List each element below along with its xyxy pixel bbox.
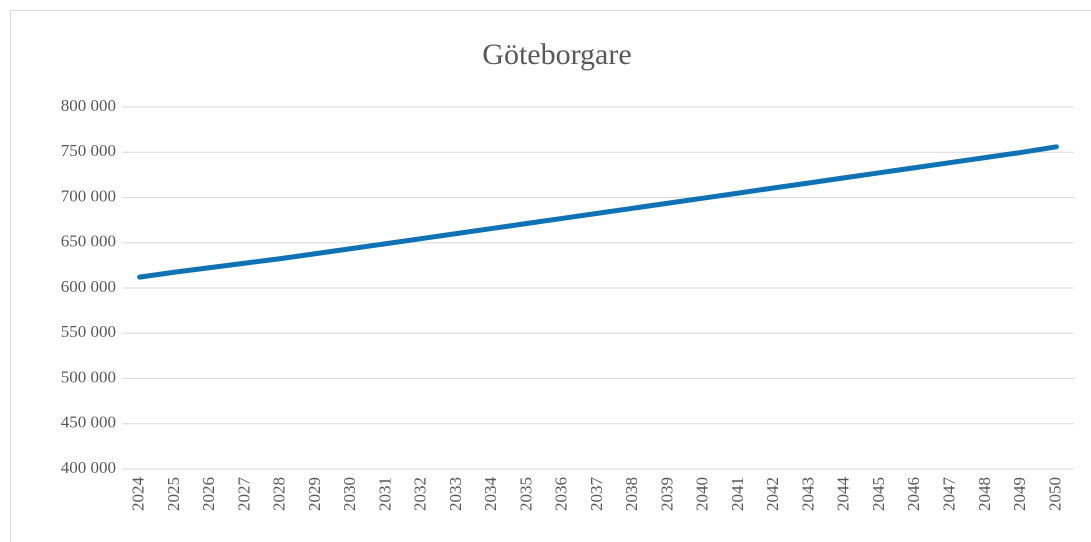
x-tick-label: 2046 xyxy=(904,477,923,511)
x-tick-label: 2039 xyxy=(657,477,676,511)
y-tick-label: 450 000 xyxy=(61,413,116,432)
x-tick-label: 2030 xyxy=(340,477,359,511)
x-tick-label: 2050 xyxy=(1045,477,1064,511)
x-tick-label: 2047 xyxy=(939,477,958,512)
x-tick-label: 2029 xyxy=(305,477,324,511)
x-tick-label: 2033 xyxy=(446,477,465,511)
x-tick-label: 2032 xyxy=(411,477,430,511)
y-tick-label: 500 000 xyxy=(61,367,116,386)
x-tick-label: 2024 xyxy=(129,477,148,512)
y-tick-label: 550 000 xyxy=(61,322,116,341)
x-tick-label: 2049 xyxy=(1010,477,1029,511)
x-tick-label: 2026 xyxy=(199,477,218,511)
x-tick-label: 2034 xyxy=(481,477,500,512)
x-tick-label: 2042 xyxy=(763,477,782,511)
y-tick-label: 750 000 xyxy=(61,141,116,160)
y-tick-label: 700 000 xyxy=(61,186,116,205)
chart-title: Göteborgare xyxy=(482,38,631,71)
x-tick-label: 2027 xyxy=(234,477,253,512)
x-tick-label: 2037 xyxy=(587,477,606,512)
y-tick-label: 800 000 xyxy=(61,96,116,115)
x-tick-label: 2040 xyxy=(693,477,712,511)
x-tick-label: 2036 xyxy=(552,477,571,511)
x-tick-label: 2025 xyxy=(164,477,183,511)
x-tick-label: 2028 xyxy=(270,477,289,511)
y-tick-label: 650 000 xyxy=(61,232,116,251)
x-tick-label: 2043 xyxy=(798,477,817,511)
y-tick-label: 400 000 xyxy=(61,458,116,477)
chart-border xyxy=(10,10,1091,542)
line-series xyxy=(137,144,1059,280)
x-tick-label: 2038 xyxy=(622,477,641,511)
x-tick-label: 2035 xyxy=(516,477,535,511)
x-tick-label: 2041 xyxy=(728,477,747,511)
x-tick-label: 2044 xyxy=(834,477,853,512)
x-tick-label: 2048 xyxy=(975,477,994,511)
x-tick-label: 2045 xyxy=(869,477,888,511)
y-tick-label: 600 000 xyxy=(61,277,116,296)
x-tick-label: 2031 xyxy=(375,477,394,511)
